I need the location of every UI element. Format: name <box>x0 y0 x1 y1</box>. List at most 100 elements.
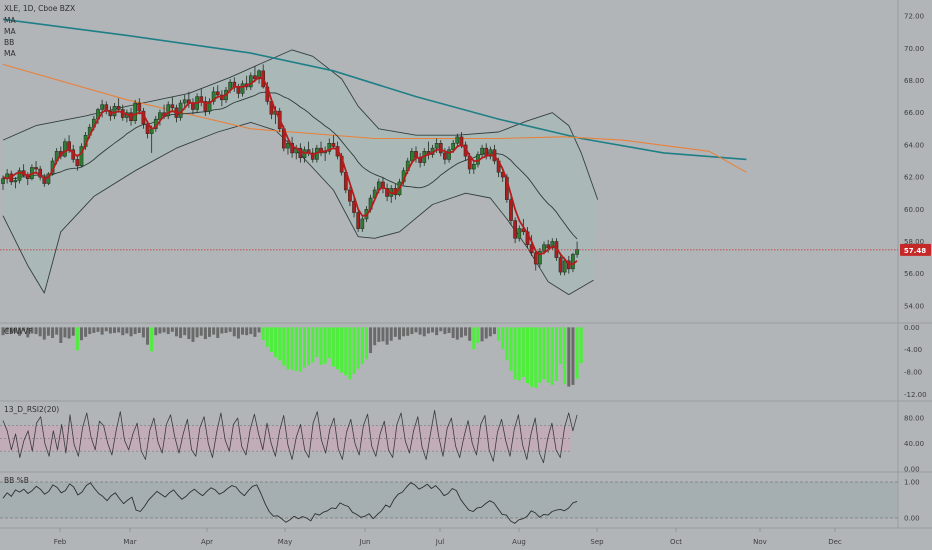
candle <box>438 140 443 157</box>
vix-fix-bar <box>208 327 211 337</box>
vix-fix-bar <box>426 327 430 334</box>
vix-fix-bar <box>274 327 278 357</box>
price-tick-label: 62.00 <box>904 174 924 182</box>
vix-fix-bar <box>257 327 261 333</box>
vix-fix-bar <box>212 327 216 335</box>
candle-body <box>550 241 555 249</box>
vix-fix-bar <box>42 327 46 340</box>
vix-fix-bar <box>183 327 187 336</box>
candle-body <box>215 91 220 96</box>
candle-body <box>191 102 195 110</box>
vix-fix-bar <box>509 327 513 371</box>
vix-fix-bar <box>187 327 191 340</box>
vix-fix-bar <box>567 327 571 387</box>
vix-fix-bar <box>1 327 5 336</box>
vix-fix-bar <box>315 327 319 357</box>
vix-fix-bar <box>13 327 17 333</box>
candle-body <box>385 188 389 197</box>
vix-fix-bar <box>79 327 83 341</box>
vix-fix-bar <box>459 327 463 338</box>
vix-fix-bar <box>550 327 554 385</box>
candle <box>286 140 290 155</box>
vix-fix-bar <box>282 327 286 366</box>
vix-fix-bar <box>534 327 538 388</box>
candle <box>207 98 212 115</box>
vix-fix-bar <box>513 327 517 380</box>
vix-fix-bar <box>46 327 50 336</box>
price-tick-label: 66.00 <box>904 109 924 117</box>
candle-body <box>286 143 290 149</box>
candle-body <box>451 143 456 150</box>
candle <box>170 96 175 112</box>
vix-fix-bar <box>38 327 42 337</box>
chart-title: XLE, 1D, Cboe BZX <box>4 4 75 13</box>
candle-body <box>348 189 352 202</box>
time-axis: Feb Mar Apr May Jun Jul Aug Sep Oct Nov Dec <box>54 528 842 546</box>
candle <box>75 154 80 171</box>
candle <box>385 183 389 202</box>
vix-fix-bar <box>88 327 92 335</box>
candle <box>158 109 162 126</box>
candle-body <box>290 143 294 154</box>
vix-tick-label: 0.00 <box>904 324 920 332</box>
candle <box>558 252 563 276</box>
candle-body <box>310 152 315 160</box>
candle <box>38 165 43 181</box>
vix-fix-bar <box>447 327 451 333</box>
vix-fix-bar <box>307 327 311 366</box>
time-tick-label: Nov <box>753 538 767 546</box>
vix-fix-bar <box>121 327 125 336</box>
vix-fix-bar <box>125 327 129 334</box>
candle-body <box>79 146 84 167</box>
vix-fix-bar <box>559 327 563 365</box>
rsi-legend: 13_D_RSI2(20) <box>4 405 59 414</box>
candle-body <box>182 99 187 104</box>
vix-fix-bar <box>294 327 298 371</box>
candle <box>211 86 216 105</box>
legend-item: MA <box>4 16 16 25</box>
candle-body <box>447 149 451 160</box>
vix-fix-bar <box>356 327 360 369</box>
vix-fix-pane: 0.00 -4.00 -8.00 -12.00 CMWVF <box>1 324 927 399</box>
vix-fix-bar <box>232 327 236 337</box>
candle-body <box>575 249 579 255</box>
candle <box>455 133 460 147</box>
vix-fix-bar <box>5 327 9 333</box>
vix-fix-bar <box>199 327 203 336</box>
candle <box>248 72 253 91</box>
candle-body <box>480 147 484 155</box>
vix-fix-bar <box>336 327 340 370</box>
candle-body <box>34 167 38 170</box>
vix-fix-bar <box>67 327 71 339</box>
vix-fix-bar <box>137 327 141 333</box>
ma-slow-line <box>2 18 747 161</box>
vix-fix-bar <box>579 327 583 364</box>
vix-fix-bar <box>92 327 96 333</box>
vix-fix-bar <box>75 327 79 351</box>
vix-fix-bar <box>455 327 459 340</box>
vix-fix-bar <box>286 327 290 370</box>
vix-fix-bar <box>290 327 294 370</box>
vix-fix-bar <box>497 327 501 341</box>
vix-fix-bar <box>410 327 414 335</box>
vix-fix-bar <box>468 327 472 341</box>
vix-fix-bar <box>117 327 121 333</box>
legend-item: BB <box>4 38 14 47</box>
candle-body <box>443 152 447 160</box>
vix-fix-bar <box>472 327 476 350</box>
candle <box>513 217 517 244</box>
rsi-line <box>2 409 578 464</box>
candle-body <box>211 91 216 102</box>
vix-fix-bar <box>464 327 468 336</box>
vix-fix-bar <box>170 327 174 332</box>
vix-fix-bar <box>439 327 443 332</box>
candle-body <box>13 180 18 183</box>
vix-fix-bar <box>146 327 150 345</box>
vix-fix-bar <box>133 327 137 335</box>
vix-fix-bar <box>104 327 108 332</box>
bb-percent-b-pane: 1.00 0.00 BB %B <box>0 476 920 524</box>
vix-fix-bar <box>63 327 67 338</box>
vix-fix-bar <box>261 327 265 341</box>
